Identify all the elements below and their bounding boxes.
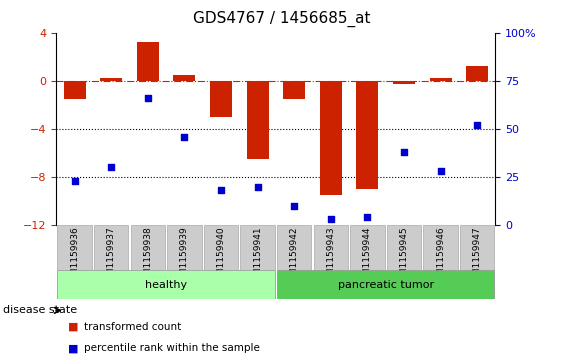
Bar bbox=[387, 225, 421, 270]
Point bbox=[107, 164, 116, 170]
Point bbox=[363, 215, 372, 220]
Bar bbox=[277, 270, 494, 299]
Bar bbox=[430, 78, 452, 81]
Point bbox=[436, 168, 445, 174]
Bar bbox=[277, 225, 311, 270]
Point bbox=[70, 178, 79, 184]
Bar bbox=[210, 81, 232, 117]
Text: GSM1159944: GSM1159944 bbox=[363, 227, 372, 287]
Bar bbox=[94, 225, 128, 270]
Bar bbox=[57, 225, 92, 270]
Bar bbox=[64, 81, 86, 99]
Bar bbox=[173, 75, 195, 81]
Text: percentile rank within the sample: percentile rank within the sample bbox=[84, 343, 260, 354]
Text: GSM1159941: GSM1159941 bbox=[253, 227, 262, 287]
Bar bbox=[423, 225, 458, 270]
Bar bbox=[283, 81, 305, 99]
Text: ■: ■ bbox=[68, 343, 78, 354]
Text: GSM1159937: GSM1159937 bbox=[107, 227, 115, 287]
Point bbox=[472, 122, 481, 128]
Bar bbox=[460, 225, 494, 270]
Text: GSM1159946: GSM1159946 bbox=[436, 227, 445, 287]
Text: GSM1159945: GSM1159945 bbox=[400, 227, 408, 287]
Point bbox=[400, 149, 409, 155]
Bar bbox=[240, 225, 275, 270]
Point bbox=[290, 203, 299, 209]
Bar bbox=[393, 81, 415, 84]
Bar bbox=[57, 270, 275, 299]
Text: GSM1159942: GSM1159942 bbox=[290, 227, 298, 287]
Bar bbox=[350, 225, 385, 270]
Bar bbox=[320, 81, 342, 195]
Text: disease state: disease state bbox=[3, 305, 77, 315]
Bar bbox=[100, 78, 122, 81]
Bar bbox=[247, 81, 269, 159]
Bar bbox=[167, 225, 202, 270]
Point bbox=[326, 216, 335, 222]
Bar bbox=[137, 42, 159, 81]
Bar bbox=[466, 66, 488, 81]
Point bbox=[180, 134, 189, 139]
Text: pancreatic tumor: pancreatic tumor bbox=[338, 280, 434, 290]
Text: transformed count: transformed count bbox=[84, 322, 182, 332]
Text: ■: ■ bbox=[68, 322, 78, 332]
Bar bbox=[314, 225, 348, 270]
Text: GSM1159936: GSM1159936 bbox=[70, 227, 79, 287]
Point bbox=[216, 188, 225, 193]
Bar bbox=[356, 81, 378, 189]
Text: GSM1159943: GSM1159943 bbox=[327, 227, 335, 287]
Bar bbox=[131, 225, 165, 270]
Text: GSM1159940: GSM1159940 bbox=[217, 227, 225, 287]
Point bbox=[143, 95, 152, 101]
Text: healthy: healthy bbox=[145, 280, 187, 290]
Text: GSM1159947: GSM1159947 bbox=[473, 227, 481, 287]
Text: GDS4767 / 1456685_at: GDS4767 / 1456685_at bbox=[193, 11, 370, 27]
Point bbox=[253, 184, 262, 189]
Text: GSM1159939: GSM1159939 bbox=[180, 227, 189, 287]
Text: GSM1159938: GSM1159938 bbox=[144, 227, 152, 287]
Bar bbox=[204, 225, 238, 270]
